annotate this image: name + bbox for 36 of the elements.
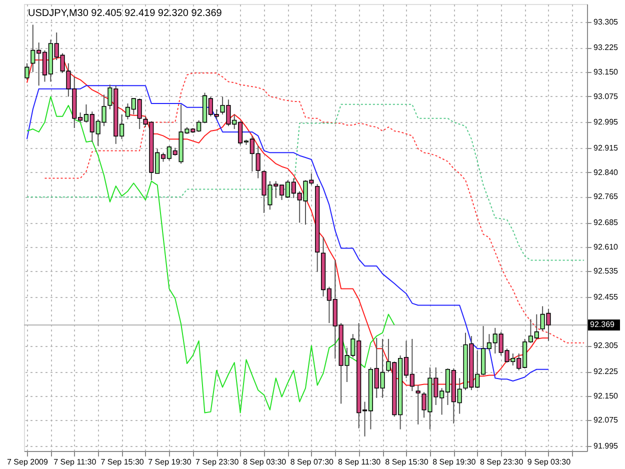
y-tick-label: 92.150: [594, 391, 619, 400]
y-tick-label: 93.305: [594, 17, 619, 26]
x-tick-label: 8 Sep 07:30: [290, 458, 334, 466]
y-tick-label: 92.610: [594, 242, 619, 252]
x-tick-label: 9 Sep 03:30: [527, 458, 572, 466]
x-tick-label: 8 Sep 11:30: [338, 458, 382, 466]
y-tick-label: 93.225: [594, 43, 619, 52]
ref-line-label: 92.369: [590, 320, 616, 329]
line-series: [26, 96, 395, 414]
x-tick-label: 7 Sep 15:30: [100, 458, 144, 466]
chart-title: USDJPY,M30 92.405 92.419 92.320 92.369: [28, 8, 222, 19]
candlestick: [24, 62, 30, 80]
x-tick-label: 8 Sep 19:30: [432, 458, 476, 466]
y-tick-label: 92.305: [594, 341, 619, 350]
x-tick-label: 8 Sep 15:30: [385, 458, 429, 466]
x-tick-label: 8 Sep 23:30: [480, 458, 524, 466]
y-tick-label: 93.150: [594, 68, 619, 77]
y-tick-label: 92.075: [594, 416, 619, 425]
y-tick-label: 92.535: [594, 266, 619, 276]
y-tick-label: 92.455: [594, 292, 619, 302]
line-series: [26, 104, 585, 261]
y-tick-label: 92.840: [594, 168, 619, 177]
y-tick-label: 93.075: [594, 92, 619, 101]
y-tick-label: 92.685: [594, 218, 619, 228]
y-tick-label: 92.995: [594, 118, 619, 127]
x-tick-label: 7 Sep 23:30: [196, 458, 240, 466]
x-tick-label: 7 Sep 19:30: [148, 458, 192, 466]
x-tick-label: 7 Sep 11:30: [54, 458, 97, 466]
x-tick-label: 7 Sep 2009: [6, 458, 48, 466]
line-series: [44, 72, 585, 344]
y-tick-label: 92.915: [594, 144, 619, 153]
y-tick-label: 91.995: [594, 442, 619, 451]
candlestick: [416, 384, 420, 425]
y-tick-label: 92.765: [594, 192, 619, 202]
y-tick-label: 92.225: [594, 367, 619, 376]
x-tick-label: 8 Sep 03:30: [242, 458, 287, 466]
